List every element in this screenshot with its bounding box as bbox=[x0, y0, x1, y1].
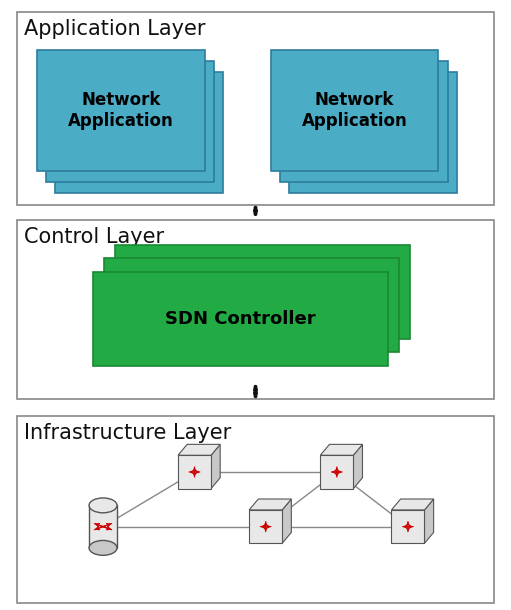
Polygon shape bbox=[282, 499, 291, 544]
Bar bbox=[93, 271, 388, 366]
Bar bbox=[17, 12, 494, 205]
Ellipse shape bbox=[89, 498, 117, 513]
Bar bbox=[104, 258, 399, 353]
Text: Network
Application: Network Application bbox=[68, 92, 174, 130]
Bar bbox=[17, 220, 494, 399]
Bar bbox=[271, 50, 438, 171]
Polygon shape bbox=[178, 444, 220, 455]
Bar bbox=[89, 505, 117, 548]
Bar bbox=[280, 61, 448, 182]
Text: Network
Application: Network Application bbox=[301, 92, 407, 130]
Bar bbox=[320, 455, 353, 489]
Polygon shape bbox=[320, 444, 362, 455]
Bar bbox=[37, 50, 205, 171]
Bar bbox=[178, 455, 211, 489]
Polygon shape bbox=[249, 499, 291, 510]
Bar bbox=[46, 61, 214, 182]
Bar bbox=[249, 510, 282, 544]
Text: Infrastructure Layer: Infrastructure Layer bbox=[24, 423, 231, 443]
Ellipse shape bbox=[89, 540, 117, 555]
Bar bbox=[55, 72, 223, 193]
Polygon shape bbox=[391, 499, 434, 510]
Polygon shape bbox=[425, 499, 434, 544]
Polygon shape bbox=[353, 444, 362, 489]
Bar bbox=[115, 245, 410, 339]
Bar bbox=[391, 510, 425, 544]
Text: Application Layer: Application Layer bbox=[24, 19, 206, 39]
Text: SDN Controller: SDN Controller bbox=[165, 310, 316, 328]
Polygon shape bbox=[211, 444, 220, 489]
Text: Control Layer: Control Layer bbox=[24, 228, 165, 247]
Bar bbox=[17, 415, 494, 603]
Bar bbox=[289, 72, 457, 193]
